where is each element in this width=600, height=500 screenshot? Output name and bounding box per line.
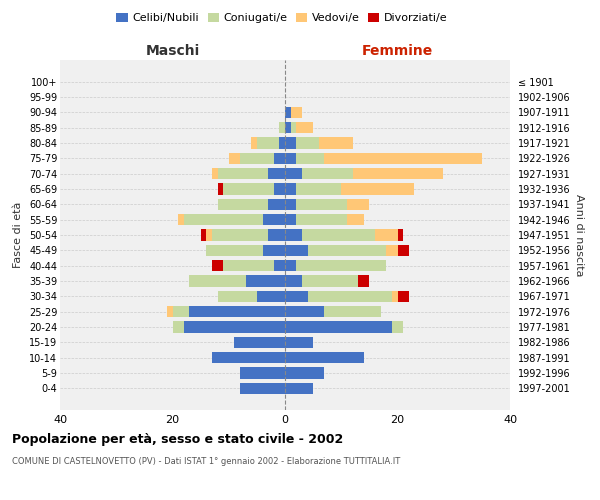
Bar	[285, 137, 296, 148]
Bar	[296, 122, 313, 134]
Bar	[285, 290, 308, 302]
Bar	[285, 183, 296, 194]
Bar	[296, 183, 341, 194]
Text: Femmine: Femmine	[362, 44, 433, 58]
Bar	[257, 137, 280, 148]
Bar	[285, 229, 302, 241]
Bar	[257, 290, 285, 302]
Bar	[302, 168, 353, 179]
Bar	[212, 168, 218, 179]
Bar	[173, 322, 184, 333]
Bar	[285, 244, 308, 256]
Bar	[398, 244, 409, 256]
Y-axis label: Fasce di età: Fasce di età	[13, 202, 23, 268]
Bar	[245, 276, 285, 287]
Bar	[285, 368, 325, 379]
Bar	[184, 322, 285, 333]
Bar	[229, 152, 240, 164]
Bar	[296, 137, 319, 148]
Text: COMUNE DI CASTELNOVETTO (PV) - Dati ISTAT 1° gennaio 2002 - Elaborazione TUTTITA: COMUNE DI CASTELNOVETTO (PV) - Dati ISTA…	[12, 457, 400, 466]
Bar	[206, 229, 212, 241]
Bar	[190, 276, 245, 287]
Bar	[268, 229, 285, 241]
Bar	[218, 290, 257, 302]
Bar	[290, 106, 302, 118]
Bar	[240, 368, 285, 379]
Bar	[353, 168, 443, 179]
Bar	[206, 244, 263, 256]
Bar	[212, 260, 223, 272]
Bar	[319, 137, 353, 148]
Bar	[268, 198, 285, 210]
Bar	[290, 122, 296, 134]
Bar	[285, 322, 392, 333]
Bar	[240, 382, 285, 394]
Bar	[296, 260, 386, 272]
Bar	[285, 306, 325, 318]
Bar	[285, 106, 290, 118]
Bar	[280, 137, 285, 148]
Bar	[325, 306, 380, 318]
Bar	[235, 336, 285, 348]
Bar	[263, 244, 285, 256]
Bar	[240, 152, 274, 164]
Bar	[325, 152, 482, 164]
Bar	[285, 198, 296, 210]
Bar	[285, 382, 313, 394]
Bar	[398, 229, 403, 241]
Bar	[274, 183, 285, 194]
Bar	[268, 168, 285, 179]
Bar	[190, 306, 285, 318]
Bar	[296, 198, 347, 210]
Bar	[285, 152, 296, 164]
Bar	[212, 352, 285, 364]
Bar	[285, 352, 364, 364]
Bar	[212, 229, 268, 241]
Bar	[218, 198, 268, 210]
Bar	[274, 152, 285, 164]
Bar	[375, 229, 398, 241]
Bar	[296, 152, 325, 164]
Bar	[223, 260, 274, 272]
Bar	[178, 214, 184, 226]
Bar	[218, 168, 268, 179]
Bar	[302, 276, 358, 287]
Bar	[392, 290, 398, 302]
Bar	[358, 276, 370, 287]
Bar	[392, 322, 403, 333]
Bar	[223, 183, 274, 194]
Bar	[274, 260, 285, 272]
Bar	[285, 122, 290, 134]
Bar	[285, 214, 296, 226]
Bar	[280, 122, 285, 134]
Bar	[173, 306, 190, 318]
Bar	[251, 137, 257, 148]
Bar	[263, 214, 285, 226]
Bar	[218, 183, 223, 194]
Bar	[296, 214, 347, 226]
Y-axis label: Anni di nascita: Anni di nascita	[574, 194, 584, 276]
Bar	[347, 214, 364, 226]
Text: Maschi: Maschi	[145, 44, 200, 58]
Bar	[285, 336, 313, 348]
Bar	[398, 290, 409, 302]
Legend: Celibi/Nubili, Coniugati/e, Vedovi/e, Divorziati/e: Celibi/Nubili, Coniugati/e, Vedovi/e, Di…	[112, 8, 452, 28]
Bar	[200, 229, 206, 241]
Bar	[308, 244, 386, 256]
Text: Popolazione per età, sesso e stato civile - 2002: Popolazione per età, sesso e stato civil…	[12, 432, 343, 446]
Bar	[285, 276, 302, 287]
Bar	[167, 306, 173, 318]
Bar	[341, 183, 415, 194]
Bar	[302, 229, 375, 241]
Bar	[184, 214, 263, 226]
Bar	[347, 198, 370, 210]
Bar	[308, 290, 392, 302]
Bar	[285, 168, 302, 179]
Bar	[386, 244, 398, 256]
Bar	[285, 260, 296, 272]
